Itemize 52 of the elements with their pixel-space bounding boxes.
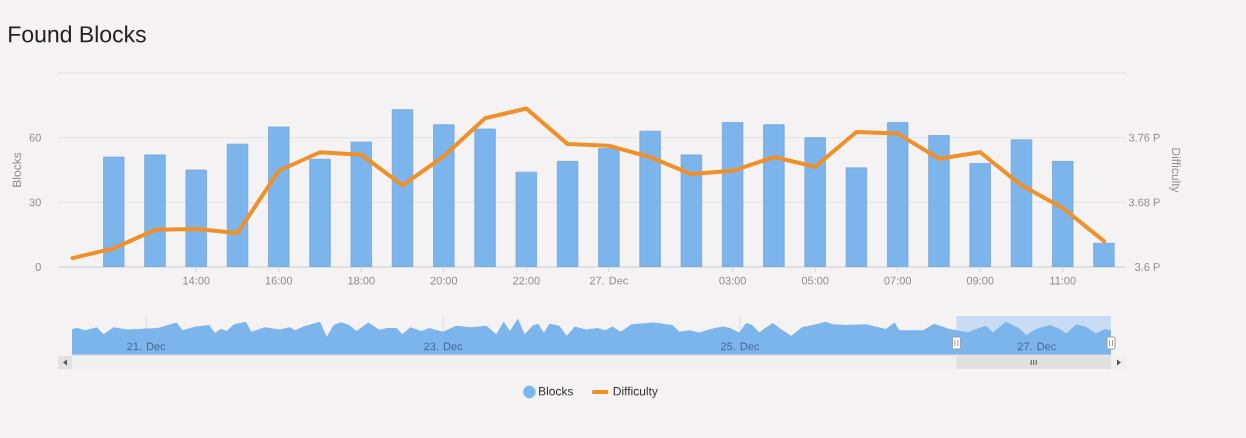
x-tick-label: 14:00: [183, 276, 210, 285]
bar: [103, 156, 125, 267]
x-tick-label: 18:00: [348, 276, 375, 285]
bar: [680, 154, 703, 267]
y2-tick-label: 3.76 P: [1128, 133, 1160, 142]
bar: [185, 169, 207, 267]
x-tick-label: 23. Dec: [424, 342, 463, 351]
bar: [887, 122, 909, 267]
bar: [268, 126, 290, 267]
chart-title: Found Blocks: [9, 25, 146, 43]
bar: [391, 109, 414, 267]
bar: [721, 122, 744, 267]
bar: [474, 128, 496, 267]
bar: [515, 171, 537, 267]
x-tick-label: 07:00: [884, 276, 912, 285]
bar: [433, 124, 455, 267]
x-tick-label: 21. Dec: [127, 342, 166, 351]
y2-axis-title: Difficulty: [1169, 148, 1181, 193]
bar: [969, 163, 991, 267]
bar: [144, 154, 166, 267]
x-tick-label: 20:00: [430, 276, 458, 285]
y-tick-label: 60: [29, 133, 41, 142]
bar: [1052, 161, 1074, 267]
line-series: [70, 106, 1106, 261]
bar: [1010, 139, 1033, 267]
x-tick-label: 16:00: [265, 276, 293, 285]
bar: [556, 161, 579, 267]
y2-tick-label: 3.68 P: [1128, 198, 1160, 207]
y-tick-label: 30: [29, 198, 41, 207]
legend-label: Blocks: [539, 386, 574, 396]
x-tick-label: 03:00: [719, 276, 746, 285]
bar: [928, 135, 950, 267]
legend-label: Difficulty: [613, 386, 658, 398]
x-tick-label: 22:00: [513, 276, 540, 285]
x-tick-label: 27. Dec: [589, 276, 629, 285]
bar: [845, 167, 868, 267]
x-tick-label: 11:00: [1050, 276, 1076, 285]
bar: [226, 143, 249, 267]
bar: [309, 158, 331, 267]
bar: [350, 141, 372, 267]
bar: [1093, 242, 1115, 267]
y-axis-title: Blocks: [12, 152, 22, 187]
bar: [804, 137, 826, 267]
y2-tick-label: 3.6 P: [1135, 263, 1160, 271]
bar: [763, 124, 785, 267]
bar: [598, 148, 620, 267]
x-tick-label: 05:00: [801, 276, 829, 285]
x-tick-label: 25. Dec: [721, 342, 760, 351]
x-tick-label: 09:00: [966, 276, 994, 285]
bar: [639, 130, 661, 267]
x-tick-label: 27. Dec: [1017, 342, 1056, 351]
y-tick-label: 0: [35, 263, 41, 271]
